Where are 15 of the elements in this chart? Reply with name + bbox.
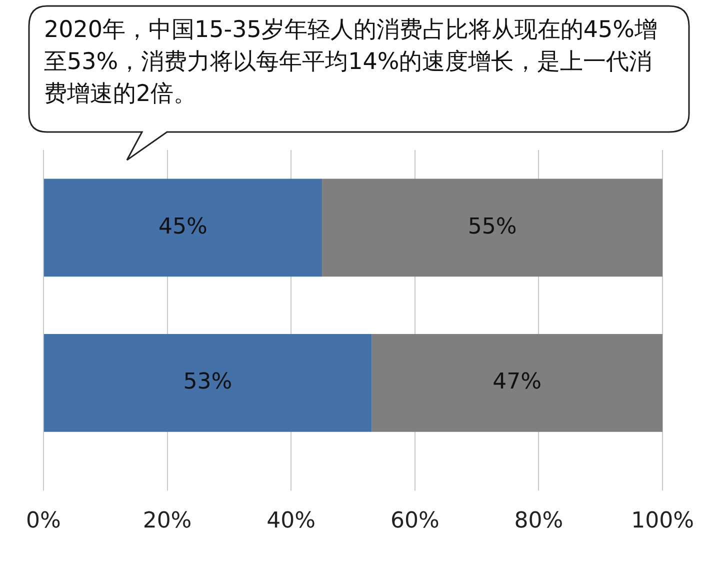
- bar: [372, 334, 663, 432]
- data-label: 53%: [183, 370, 232, 395]
- bar: [44, 178, 322, 277]
- bar: [44, 334, 372, 432]
- x-tick-label: 40%: [266, 508, 316, 534]
- x-tick-label: 0%: [26, 508, 61, 534]
- data-label: 55%: [468, 214, 517, 240]
- text: 2020年，中国15-35岁年轻人的消费占比将从现在的45%增至53%，消费力将以每年平均14%的速度增长，是上一代消费增速的2倍。: [44, 16, 658, 109]
- x-tick-label: 60%: [390, 508, 440, 534]
- data-label: 45%: [158, 214, 208, 240]
- bar: [322, 178, 663, 277]
- x-tick-label: 20%: [142, 508, 192, 534]
- data-label: 47%: [492, 370, 542, 395]
- x-tick-label: 100%: [631, 508, 694, 534]
- x-tick-label: 80%: [514, 508, 564, 534]
